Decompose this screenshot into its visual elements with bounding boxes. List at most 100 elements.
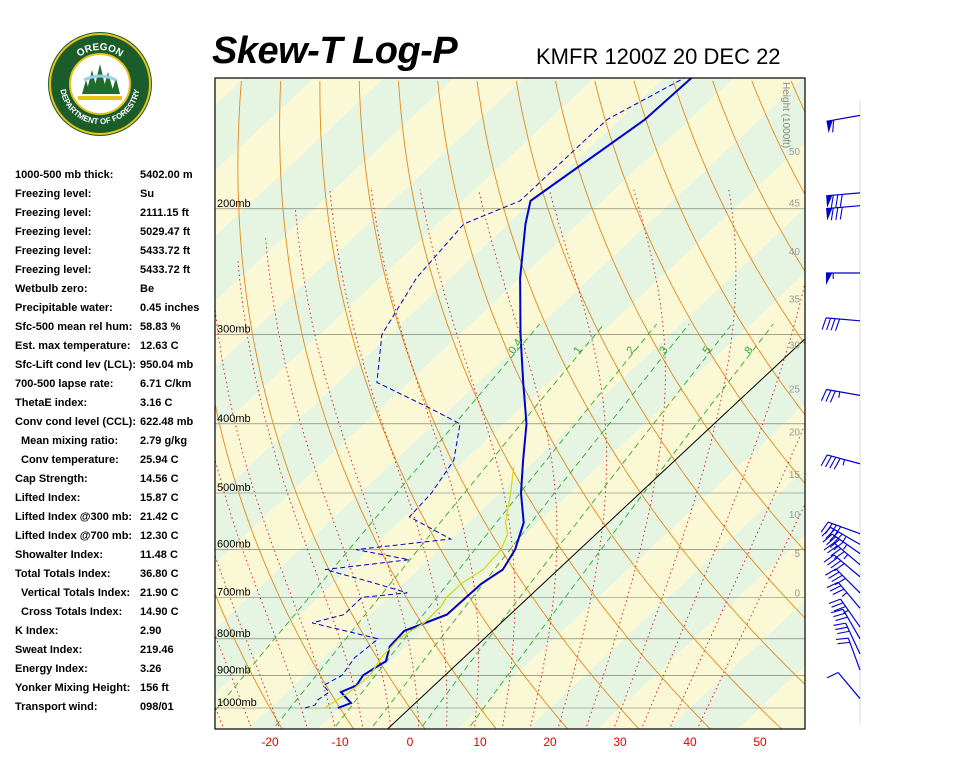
index-value: 5433.72 ft — [140, 245, 191, 257]
wind-barb — [826, 192, 861, 208]
dry-adiabat — [830, 81, 960, 734]
index-value: 0.45 inches — [140, 302, 200, 314]
wind-barb — [820, 388, 861, 403]
moist-adiabat — [42, 445, 111, 726]
wind-barb — [820, 521, 861, 538]
sounding-lines — [304, 78, 693, 709]
barb-staff — [826, 114, 861, 122]
barb-flag — [830, 548, 842, 557]
barb-flag — [822, 533, 833, 543]
index-label: Freezing level: — [15, 188, 92, 200]
barb-flag — [820, 521, 829, 533]
index-row: Conv cond level (CCL): 622.48 mb — [15, 414, 215, 433]
barb-flag — [835, 207, 839, 220]
barb-half-flag — [843, 544, 848, 550]
index-label: Sfc-Lift cond lev (LCL): — [15, 359, 136, 371]
index-row: Freezing level: 5433.72 ft — [15, 262, 215, 281]
wind-barb — [823, 554, 861, 578]
index-value: 36.80 C — [140, 568, 179, 580]
index-row: Vertical Totals Index: 21.90 C — [15, 585, 215, 604]
mixing-ratio-label: 5 — [701, 344, 714, 356]
plot-frame — [214, 77, 806, 730]
moist-adiabat — [329, 189, 448, 727]
pressure-label: 900mb — [217, 664, 251, 676]
dry-adiabat — [476, 80, 805, 685]
barb-flag — [829, 390, 836, 403]
index-value: Be — [140, 283, 155, 295]
index-label: Freezing level: — [15, 226, 92, 238]
mixing-ratio-label: 3 — [657, 344, 670, 356]
station-time-label: KMFR 1200Z 20 DEC 22 — [536, 44, 781, 69]
index-label: Vertical Totals Index: — [21, 587, 131, 599]
index-row: Cross Totals Index: 14.90 C — [15, 604, 215, 623]
moist-adiabat — [478, 189, 558, 727]
barb-flag — [830, 560, 842, 569]
barb-flag — [829, 585, 842, 592]
barb-flag — [821, 526, 831, 537]
barb-flag — [829, 457, 837, 469]
index-row: Sfc-500 mean rel hum: 58.83 % — [15, 319, 215, 338]
isotherm-band — [597, 535, 805, 729]
height-tick-label: 40 — [789, 247, 801, 258]
index-value: 622.48 mb — [140, 416, 194, 428]
index-label: Freezing level: — [15, 245, 92, 257]
barb-staff — [837, 672, 861, 699]
index-value: 21.90 C — [140, 587, 179, 599]
dry-adiabat — [909, 81, 960, 734]
dry-adiabat — [515, 80, 805, 619]
barb-staff — [826, 317, 861, 322]
height-tick-label: 35 — [789, 294, 801, 305]
height-tick-label: 25 — [789, 385, 801, 396]
index-label: Energy Index: — [15, 663, 88, 675]
mixing-ratio-label: 8 — [742, 344, 755, 356]
barb-staff — [826, 192, 861, 197]
index-value: 950.04 mb — [140, 359, 194, 371]
barb-half-flag — [838, 391, 841, 398]
barb-flag — [829, 531, 839, 542]
index-label: Precipitable water: — [15, 302, 113, 314]
wind-barb — [821, 317, 861, 331]
forestry-seal-icon: OREGON DEPARTMENT OF FORESTRY — [48, 32, 152, 136]
temperature-tick-label: -20 — [261, 735, 279, 749]
barb-staff — [833, 554, 861, 578]
index-value: 12.30 C — [140, 530, 179, 542]
index-value: 2.90 — [140, 625, 162, 637]
moist-adiabat — [548, 189, 607, 727]
barb-flag — [837, 630, 850, 635]
index-label: Lifted Index: — [15, 492, 81, 504]
barb-flag — [830, 195, 834, 208]
isotherm-band — [667, 600, 805, 729]
logo-top-text: OREGON — [75, 42, 125, 60]
temperature-tick-label: 10 — [473, 735, 487, 749]
barb-staff — [837, 581, 861, 609]
index-row: 1000-500 mb thick: 5402.00 m — [15, 167, 215, 186]
svg-text:OREGON: OREGON — [75, 42, 125, 60]
barb-staff — [842, 609, 861, 640]
wind-barb — [822, 533, 861, 555]
isotherm-band — [215, 78, 245, 106]
wind-barb — [826, 114, 861, 134]
wind-barb — [825, 568, 861, 594]
dry-adiabat — [215, 401, 355, 729]
moist-adiabat — [295, 208, 420, 727]
index-value: 3.16 C — [140, 397, 173, 409]
barb-flag — [826, 581, 839, 589]
index-row: Lifted Index @300 mb: 21.42 C — [15, 509, 215, 528]
dry-adiabat — [237, 80, 426, 729]
index-label: Yonker Mixing Height: — [15, 682, 131, 694]
index-row: Lifted Index: 15.87 C — [15, 490, 215, 509]
barb-pennant — [826, 195, 833, 208]
index-row: Energy Index: 3.26 — [15, 661, 215, 680]
barb-flag — [826, 318, 832, 331]
index-label: 700-500 lapse rate: — [15, 378, 114, 390]
barb-flag — [833, 622, 846, 626]
height-tick-label: 50 — [789, 147, 801, 158]
temperature-tick-label: 0 — [407, 735, 414, 749]
temperature-tick-label: -10 — [331, 735, 349, 749]
index-label: Freezing level: — [15, 207, 92, 219]
index-row: Total Totals Index: 36.80 C — [15, 566, 215, 585]
index-value: 5029.47 ft — [140, 226, 191, 238]
dry-adiabat — [215, 592, 283, 729]
temperature-line — [337, 78, 693, 709]
parcel-line — [324, 467, 515, 709]
